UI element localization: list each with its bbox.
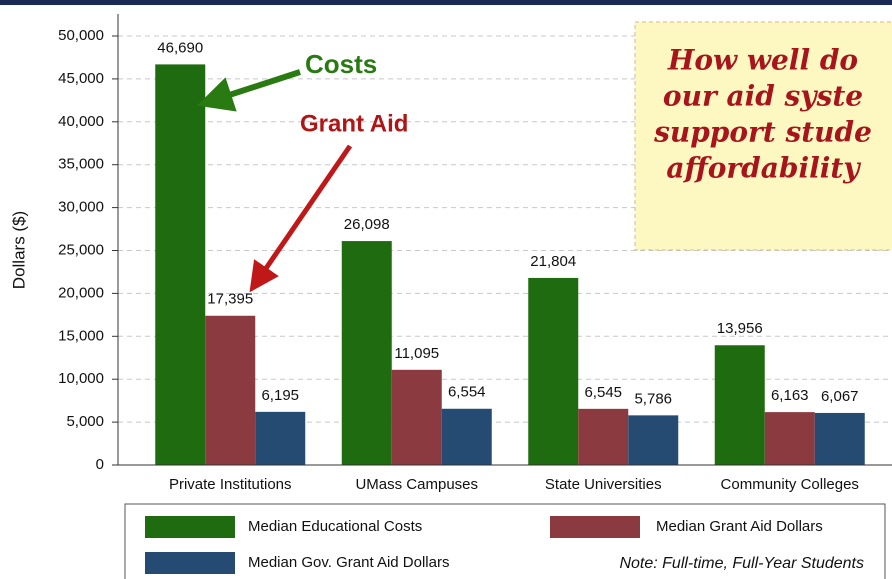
value-label: 6,195 bbox=[261, 387, 299, 404]
value-label: 5,786 bbox=[634, 390, 672, 407]
y-tick-label: 50,000 bbox=[58, 27, 104, 44]
x-tick-label: Private Institutions bbox=[169, 476, 292, 493]
grid bbox=[118, 35, 892, 423]
costs-arrow bbox=[196, 69, 301, 112]
legend-label: Median Educational Costs bbox=[248, 518, 422, 535]
value-label: 6,554 bbox=[448, 384, 486, 401]
y-tick-label: 5,000 bbox=[66, 413, 104, 430]
value-label: 13,956 bbox=[717, 320, 763, 337]
callout-line: How well do bbox=[667, 44, 858, 77]
bar bbox=[155, 64, 206, 465]
value-label: 21,804 bbox=[530, 253, 576, 270]
bar bbox=[341, 241, 392, 465]
y-tick-label: 40,000 bbox=[58, 113, 104, 130]
bar bbox=[391, 369, 442, 465]
y-tick-label: 35,000 bbox=[58, 156, 104, 173]
legend-label: Median Gov. Grant Aid Dollars bbox=[248, 554, 449, 571]
bar bbox=[578, 408, 629, 465]
legend: Median Educational Costs Median Grant Aid… bbox=[145, 516, 823, 574]
callout-line: support stude bbox=[653, 116, 872, 149]
y-tick-label: 20,000 bbox=[58, 284, 104, 301]
bar bbox=[528, 277, 579, 465]
y-tick-label: 15,000 bbox=[58, 327, 104, 344]
grant-aid-annotation: Grant Aid bbox=[300, 110, 408, 137]
x-tick-label: State Universities bbox=[545, 476, 662, 493]
bar bbox=[628, 415, 679, 465]
callout-line: our aid syste bbox=[663, 80, 863, 113]
y-tick-label: 10,000 bbox=[58, 370, 104, 387]
callout-box bbox=[634, 21, 892, 251]
costs-annotation: Costs bbox=[305, 49, 377, 79]
legend-swatch bbox=[145, 516, 235, 538]
value-label: 46,690 bbox=[157, 39, 203, 56]
top-strip bbox=[0, 0, 892, 5]
x-tick-label: Community Colleges bbox=[721, 476, 859, 493]
y-tick-label: 0 bbox=[96, 456, 104, 473]
value-label: 6,163 bbox=[771, 387, 809, 404]
legend-box bbox=[124, 503, 886, 579]
bar bbox=[714, 345, 765, 465]
value-label: 26,098 bbox=[344, 216, 390, 233]
x-tick-label: UMass Campuses bbox=[355, 476, 478, 493]
bar bbox=[255, 411, 306, 465]
bar bbox=[764, 412, 815, 465]
y-tick-label: 45,000 bbox=[58, 70, 104, 87]
y-tick-label: 25,000 bbox=[58, 241, 104, 258]
legend-swatch bbox=[550, 516, 640, 538]
legend-label: Median Grant Aid Dollars bbox=[656, 518, 823, 535]
value-label: 6,067 bbox=[821, 388, 859, 405]
y-axis-label: Dollars ($) bbox=[9, 211, 28, 289]
y-tick-label: 30,000 bbox=[58, 199, 104, 216]
bar bbox=[205, 315, 256, 465]
value-label: 11,095 bbox=[394, 345, 439, 362]
grant-aid-arrow bbox=[249, 144, 353, 293]
bar bbox=[814, 412, 865, 465]
bars bbox=[155, 64, 865, 465]
value-label: 17,395 bbox=[207, 291, 253, 308]
note: Note: Full-time, Full-Year Students bbox=[619, 555, 864, 572]
legend-swatch bbox=[145, 552, 235, 574]
callout-line: affordability bbox=[666, 152, 861, 185]
value-label: 6,545 bbox=[584, 384, 622, 401]
bar bbox=[441, 408, 492, 465]
